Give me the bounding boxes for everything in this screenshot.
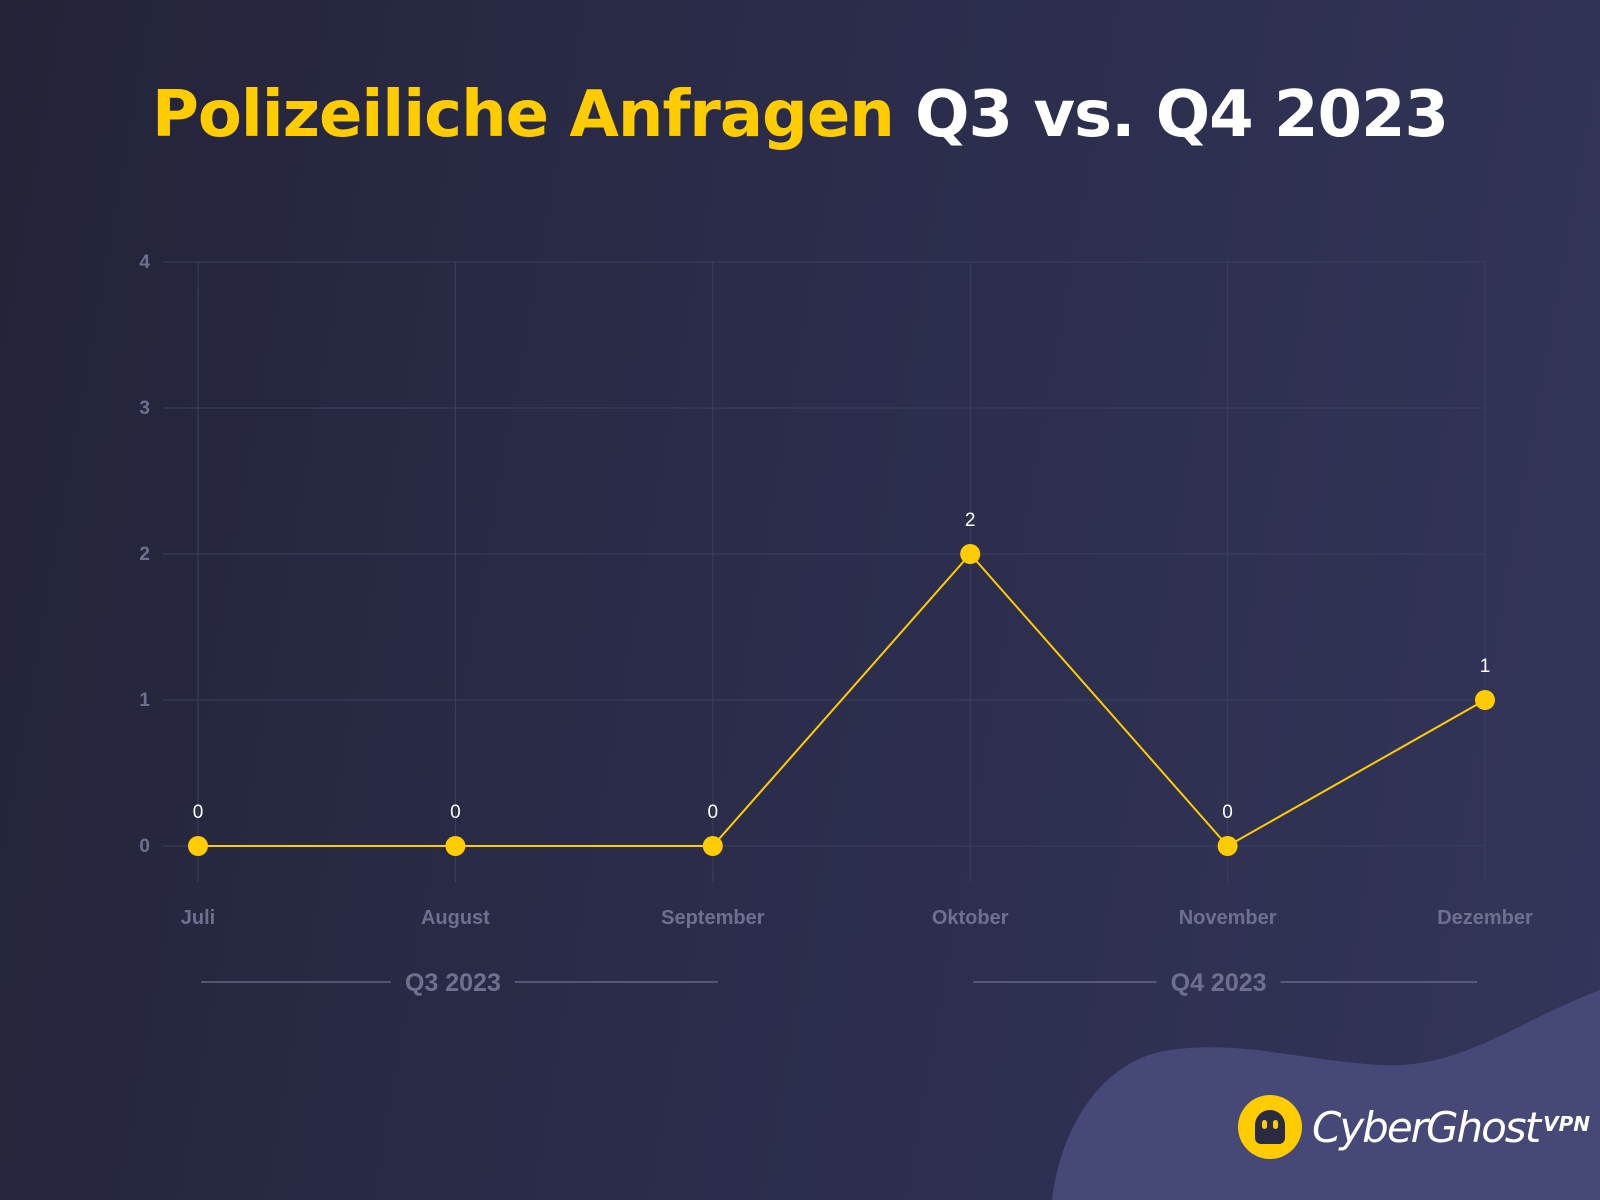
- data-point: [188, 836, 208, 856]
- x-tick-label: Oktober: [932, 907, 1009, 929]
- data-label: 0: [450, 802, 461, 823]
- data-label: 0: [708, 802, 719, 823]
- axes: 0 1 2 3 4 Juli August September Oktober November D…: [139, 252, 1533, 929]
- data-point: [445, 836, 466, 856]
- brand-suffix: VPN: [1543, 1112, 1591, 1136]
- series-line-layer: [198, 552, 1486, 848]
- data-label: 0: [1222, 802, 1233, 823]
- y-tick-label: 0: [139, 836, 150, 857]
- x-tick-label: August: [421, 907, 490, 929]
- grid: [163, 261, 1486, 882]
- x-tick-label: Dezember: [1437, 907, 1533, 929]
- chart-title-highlight: Polizeiliche Anfragen: [151, 78, 895, 152]
- series-line: [198, 552, 1486, 848]
- ghost-icon: [1238, 1095, 1302, 1159]
- x-tick-label: November: [1179, 907, 1277, 929]
- y-tick-label: 3: [139, 398, 150, 419]
- data-label: 1: [1480, 656, 1491, 677]
- quarter-groups: Q3 2023 Q4 2023: [201, 969, 1477, 997]
- cyberghost-logo: CyberGhost VPN: [1238, 1094, 1590, 1160]
- x-tick-label: Juli: [181, 907, 215, 929]
- data-label: 0: [193, 802, 204, 823]
- group-label: Q4 2023: [1171, 969, 1267, 997]
- data-label: 2: [965, 510, 976, 531]
- chart-title-rest: Q3 vs. Q4 2023: [915, 78, 1449, 152]
- data-point: [960, 544, 981, 564]
- x-tick-label: September: [661, 907, 765, 929]
- y-tick-label: 4: [139, 252, 150, 273]
- data-point: [1475, 690, 1495, 710]
- brand-name: CyberGhost: [1312, 1102, 1541, 1152]
- data-point: [1217, 836, 1238, 856]
- data-point: [702, 836, 723, 856]
- data-points: 0 0 0 2 0 1: [188, 510, 1495, 856]
- group-label: Q3 2023: [405, 969, 501, 997]
- chart-title: Polizeiliche Anfragen Q3 vs. Q4 2023: [0, 78, 1600, 152]
- y-tick-label: 2: [139, 544, 150, 565]
- y-tick-label: 1: [139, 690, 150, 711]
